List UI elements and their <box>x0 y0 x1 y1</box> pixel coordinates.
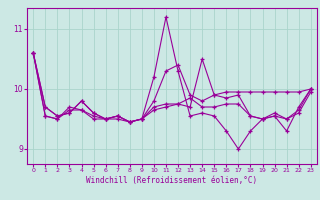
X-axis label: Windchill (Refroidissement éolien,°C): Windchill (Refroidissement éolien,°C) <box>86 176 258 185</box>
